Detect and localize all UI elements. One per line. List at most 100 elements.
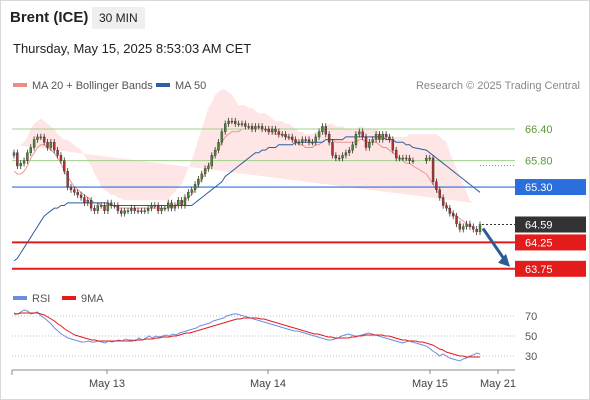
candle (193, 184, 197, 190)
x-tick-label: May 21 (480, 378, 516, 390)
candle (180, 200, 183, 206)
candle (187, 192, 190, 198)
candle (284, 134, 287, 138)
legend-9ma: 9MA (62, 293, 104, 305)
candle (19, 163, 22, 167)
timeframe-button[interactable]: 30 MIN (92, 7, 145, 29)
candle (136, 210, 140, 212)
candle (26, 152, 29, 161)
legend-bollinger-label: MA 20 + Bollinger Bands (32, 80, 153, 92)
candle (146, 207, 150, 211)
rsi-swatch (13, 296, 27, 301)
candle (224, 123, 227, 132)
candle (468, 223, 472, 227)
candle (83, 197, 86, 204)
candle (56, 149, 59, 156)
forecast-arrow-head (498, 253, 510, 267)
last-price-box (515, 216, 586, 233)
candle (435, 181, 438, 190)
candle (153, 205, 157, 207)
candle (425, 157, 428, 161)
research-credit: Research © 2025 Trading Central (415, 80, 580, 92)
candle (445, 205, 448, 209)
candle (203, 168, 207, 175)
candle (401, 157, 405, 160)
candle (156, 205, 160, 211)
rsi-9ma-line (14, 312, 480, 358)
candle (73, 189, 76, 193)
candle (364, 136, 368, 148)
candle (331, 142, 334, 156)
x-tick-label: May 15 (412, 378, 448, 390)
candle (381, 134, 384, 140)
candle (438, 189, 441, 198)
x-tick-label: May 14 (250, 378, 286, 390)
candle (160, 207, 163, 211)
candle (93, 207, 96, 211)
candle (297, 142, 301, 144)
candle (341, 155, 344, 159)
candle (79, 194, 83, 198)
rsi-tick-50: 50 (525, 331, 537, 343)
candle (63, 160, 66, 172)
candle (12, 152, 16, 156)
candle (301, 139, 304, 143)
candle (277, 131, 281, 135)
candle (324, 126, 327, 135)
candle (234, 120, 237, 124)
candle (321, 126, 324, 132)
rsi-tick-30: 30 (525, 351, 537, 363)
legend-ma50-label: MA 50 (175, 80, 207, 92)
candle (177, 200, 180, 206)
candle (22, 160, 26, 164)
candle (294, 139, 297, 143)
candle (358, 131, 361, 135)
candle (39, 136, 43, 139)
candle (388, 136, 391, 140)
candle (133, 207, 136, 211)
candle (210, 155, 214, 167)
candle (150, 205, 153, 209)
candle (120, 210, 123, 214)
candle (354, 134, 358, 146)
candle (260, 126, 264, 130)
legend-ma50: MA 50 (156, 80, 206, 92)
candle (344, 152, 348, 156)
candle (76, 192, 79, 196)
rsi-tick-70: 70 (525, 311, 537, 323)
candle (465, 223, 468, 227)
candle (398, 157, 401, 160)
candle (49, 142, 53, 148)
candle (167, 202, 170, 209)
candle (143, 210, 146, 212)
candle (478, 224, 482, 233)
forecast-arrow-shaft (481, 227, 508, 263)
candle (29, 147, 32, 153)
candle (42, 136, 46, 143)
candle (475, 229, 478, 233)
legend-rsi: RSI (13, 293, 50, 305)
candle (254, 126, 257, 130)
candle (89, 200, 93, 209)
candle (368, 142, 371, 148)
level-label-65.80: 65.80 (525, 156, 553, 168)
candle (213, 149, 217, 156)
candle (250, 126, 254, 130)
candle (130, 207, 133, 211)
level-label-66.40: 66.40 (525, 124, 553, 136)
candle (405, 157, 408, 160)
candle (455, 215, 458, 225)
candle (408, 157, 411, 161)
candle (327, 134, 331, 143)
candle (291, 136, 294, 140)
candle (197, 178, 200, 185)
candle (274, 128, 277, 132)
candle (304, 139, 307, 141)
candle (317, 131, 321, 138)
candle (36, 136, 39, 140)
candle (448, 207, 452, 214)
candle (411, 160, 415, 162)
candle (96, 205, 100, 211)
candle (240, 123, 244, 125)
candle (394, 149, 398, 159)
